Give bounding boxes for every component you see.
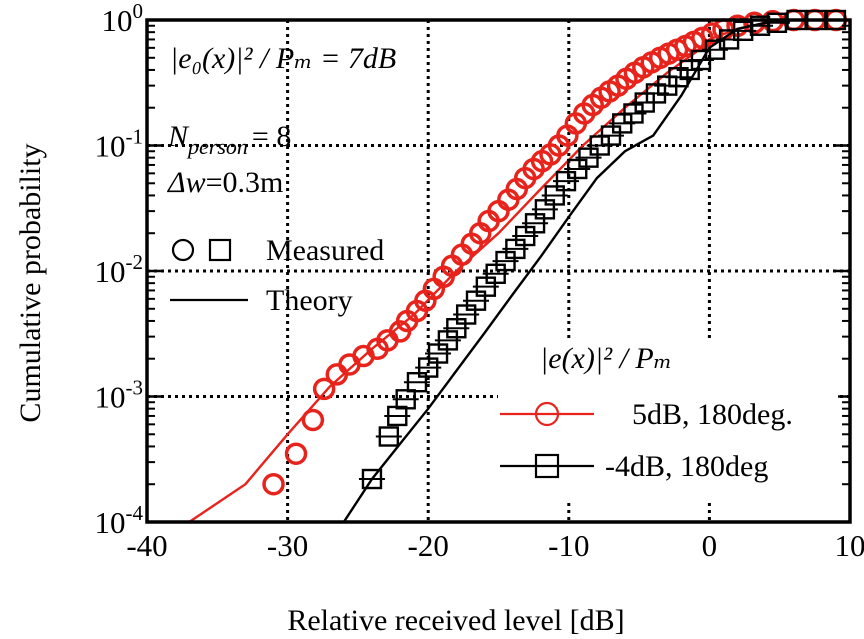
legend-bottom-background	[498, 340, 838, 500]
x-tick-label: -30	[267, 528, 308, 563]
y-axis-label: Cumulative probability	[14, 143, 47, 422]
theory-line	[342, 18, 850, 523]
legend-top: Measured Theory	[170, 234, 384, 317]
n-person-value: = 8	[252, 120, 291, 153]
legend-measured-square-icon	[208, 238, 232, 262]
measured-point	[284, 442, 308, 465]
y-tick-exponent: -1	[126, 125, 144, 149]
y-tick-label: 10-3	[95, 376, 144, 415]
delta-w-symbol: Δw	[167, 166, 206, 199]
y-tick-base: 10	[102, 3, 133, 38]
measured-point	[312, 377, 336, 401]
x-tick-label: -10	[548, 528, 589, 563]
x-axis-label: Relative received level [dB]	[287, 604, 624, 637]
y-tick-base: 10	[95, 505, 126, 540]
y-tick-label: 10-1	[95, 125, 144, 164]
measured-point	[700, 22, 724, 45]
legend-series-1-circle-icon	[534, 401, 560, 427]
legend-bottom-title: |e(x)|² / Pₘ	[540, 342, 672, 375]
legend-theory-label: Theory	[266, 284, 353, 317]
y-tick-label: 100	[102, 0, 144, 38]
x-tick-label: -40	[126, 528, 167, 563]
legend-series-2-label: -4dB, 180deg	[605, 450, 768, 483]
legend-measured-label: Measured	[266, 234, 384, 267]
measured-point	[262, 472, 285, 496]
y-tick-label: 10-2	[95, 250, 144, 289]
y-tick-exponent: -2	[126, 250, 144, 274]
series-2	[342, 9, 850, 523]
y-tick-base: 10	[95, 254, 126, 289]
delta-w-value: =0.3m	[206, 166, 284, 199]
series-1	[188, 8, 850, 523]
plot-frame	[145, 18, 852, 524]
y-tick-exponent: -4	[126, 501, 144, 525]
legend-bottom: |e(x)|² / Pₘ 5dB, 180deg. -4dB, 180deg	[498, 340, 838, 500]
legend-measured-circle-icon	[171, 238, 195, 262]
delta-w-annotation: Δw=0.3m	[167, 166, 283, 199]
series-layer	[188, 8, 850, 523]
y-tick-label: 10-4	[95, 501, 144, 540]
legend-series-2-square-icon	[534, 453, 560, 479]
y-tick-exponent: -3	[126, 376, 144, 400]
y-tick-base: 10	[95, 129, 126, 164]
y-tick-exponent: 0	[133, 0, 144, 23]
condition-annotation: |e₀(x)|² / Pₘ = 7dB	[170, 42, 396, 75]
x-tick-label: 0	[702, 528, 718, 563]
n-person-symbol: N	[167, 120, 190, 153]
y-tick-base: 10	[95, 380, 126, 415]
n-person-annotation: Nperson = 8	[167, 120, 291, 159]
legend-series-1-label: 5dB, 180deg.	[632, 398, 793, 431]
n-person-sub: person	[186, 134, 248, 159]
measured-point	[301, 408, 325, 432]
x-tick-label: -20	[408, 528, 449, 563]
x-tick-label: 10	[835, 528, 864, 563]
